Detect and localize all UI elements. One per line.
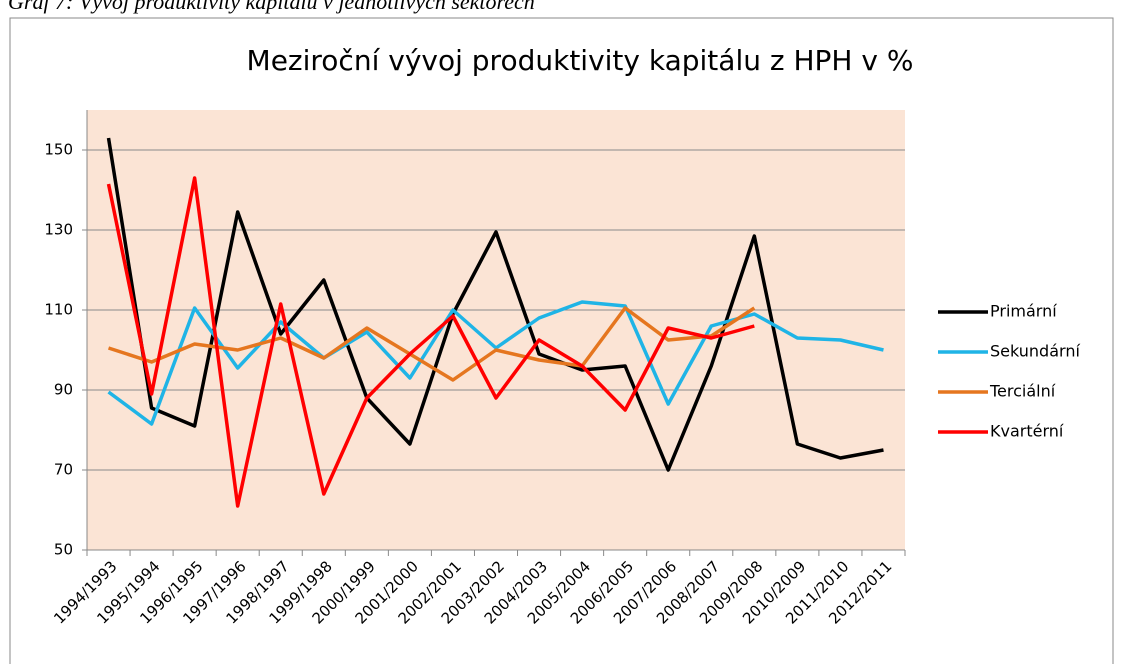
chart-title: Meziroční vývoj produktivity kapitálu z … <box>247 44 914 77</box>
y-tick-label: 50 <box>54 541 73 559</box>
series-line <box>106 137 884 472</box>
series-line <box>106 176 755 508</box>
y-tick-label: 70 <box>54 461 73 479</box>
caption: Graf 7: Vývoj produktivity kapitálu v je… <box>8 0 535 14</box>
legend-label: Sekundární <box>990 342 1080 361</box>
y-tick-label: 90 <box>54 381 73 399</box>
plot-area <box>87 110 905 550</box>
y-tick-label: 150 <box>44 141 73 159</box>
y-tick-label: 130 <box>44 221 73 239</box>
series-line <box>107 300 884 426</box>
legend-label: Kvartérní <box>990 422 1064 441</box>
legend-label: Primární <box>990 302 1057 321</box>
y-tick-label: 110 <box>44 301 73 319</box>
legend-label: Terciální <box>989 382 1056 401</box>
